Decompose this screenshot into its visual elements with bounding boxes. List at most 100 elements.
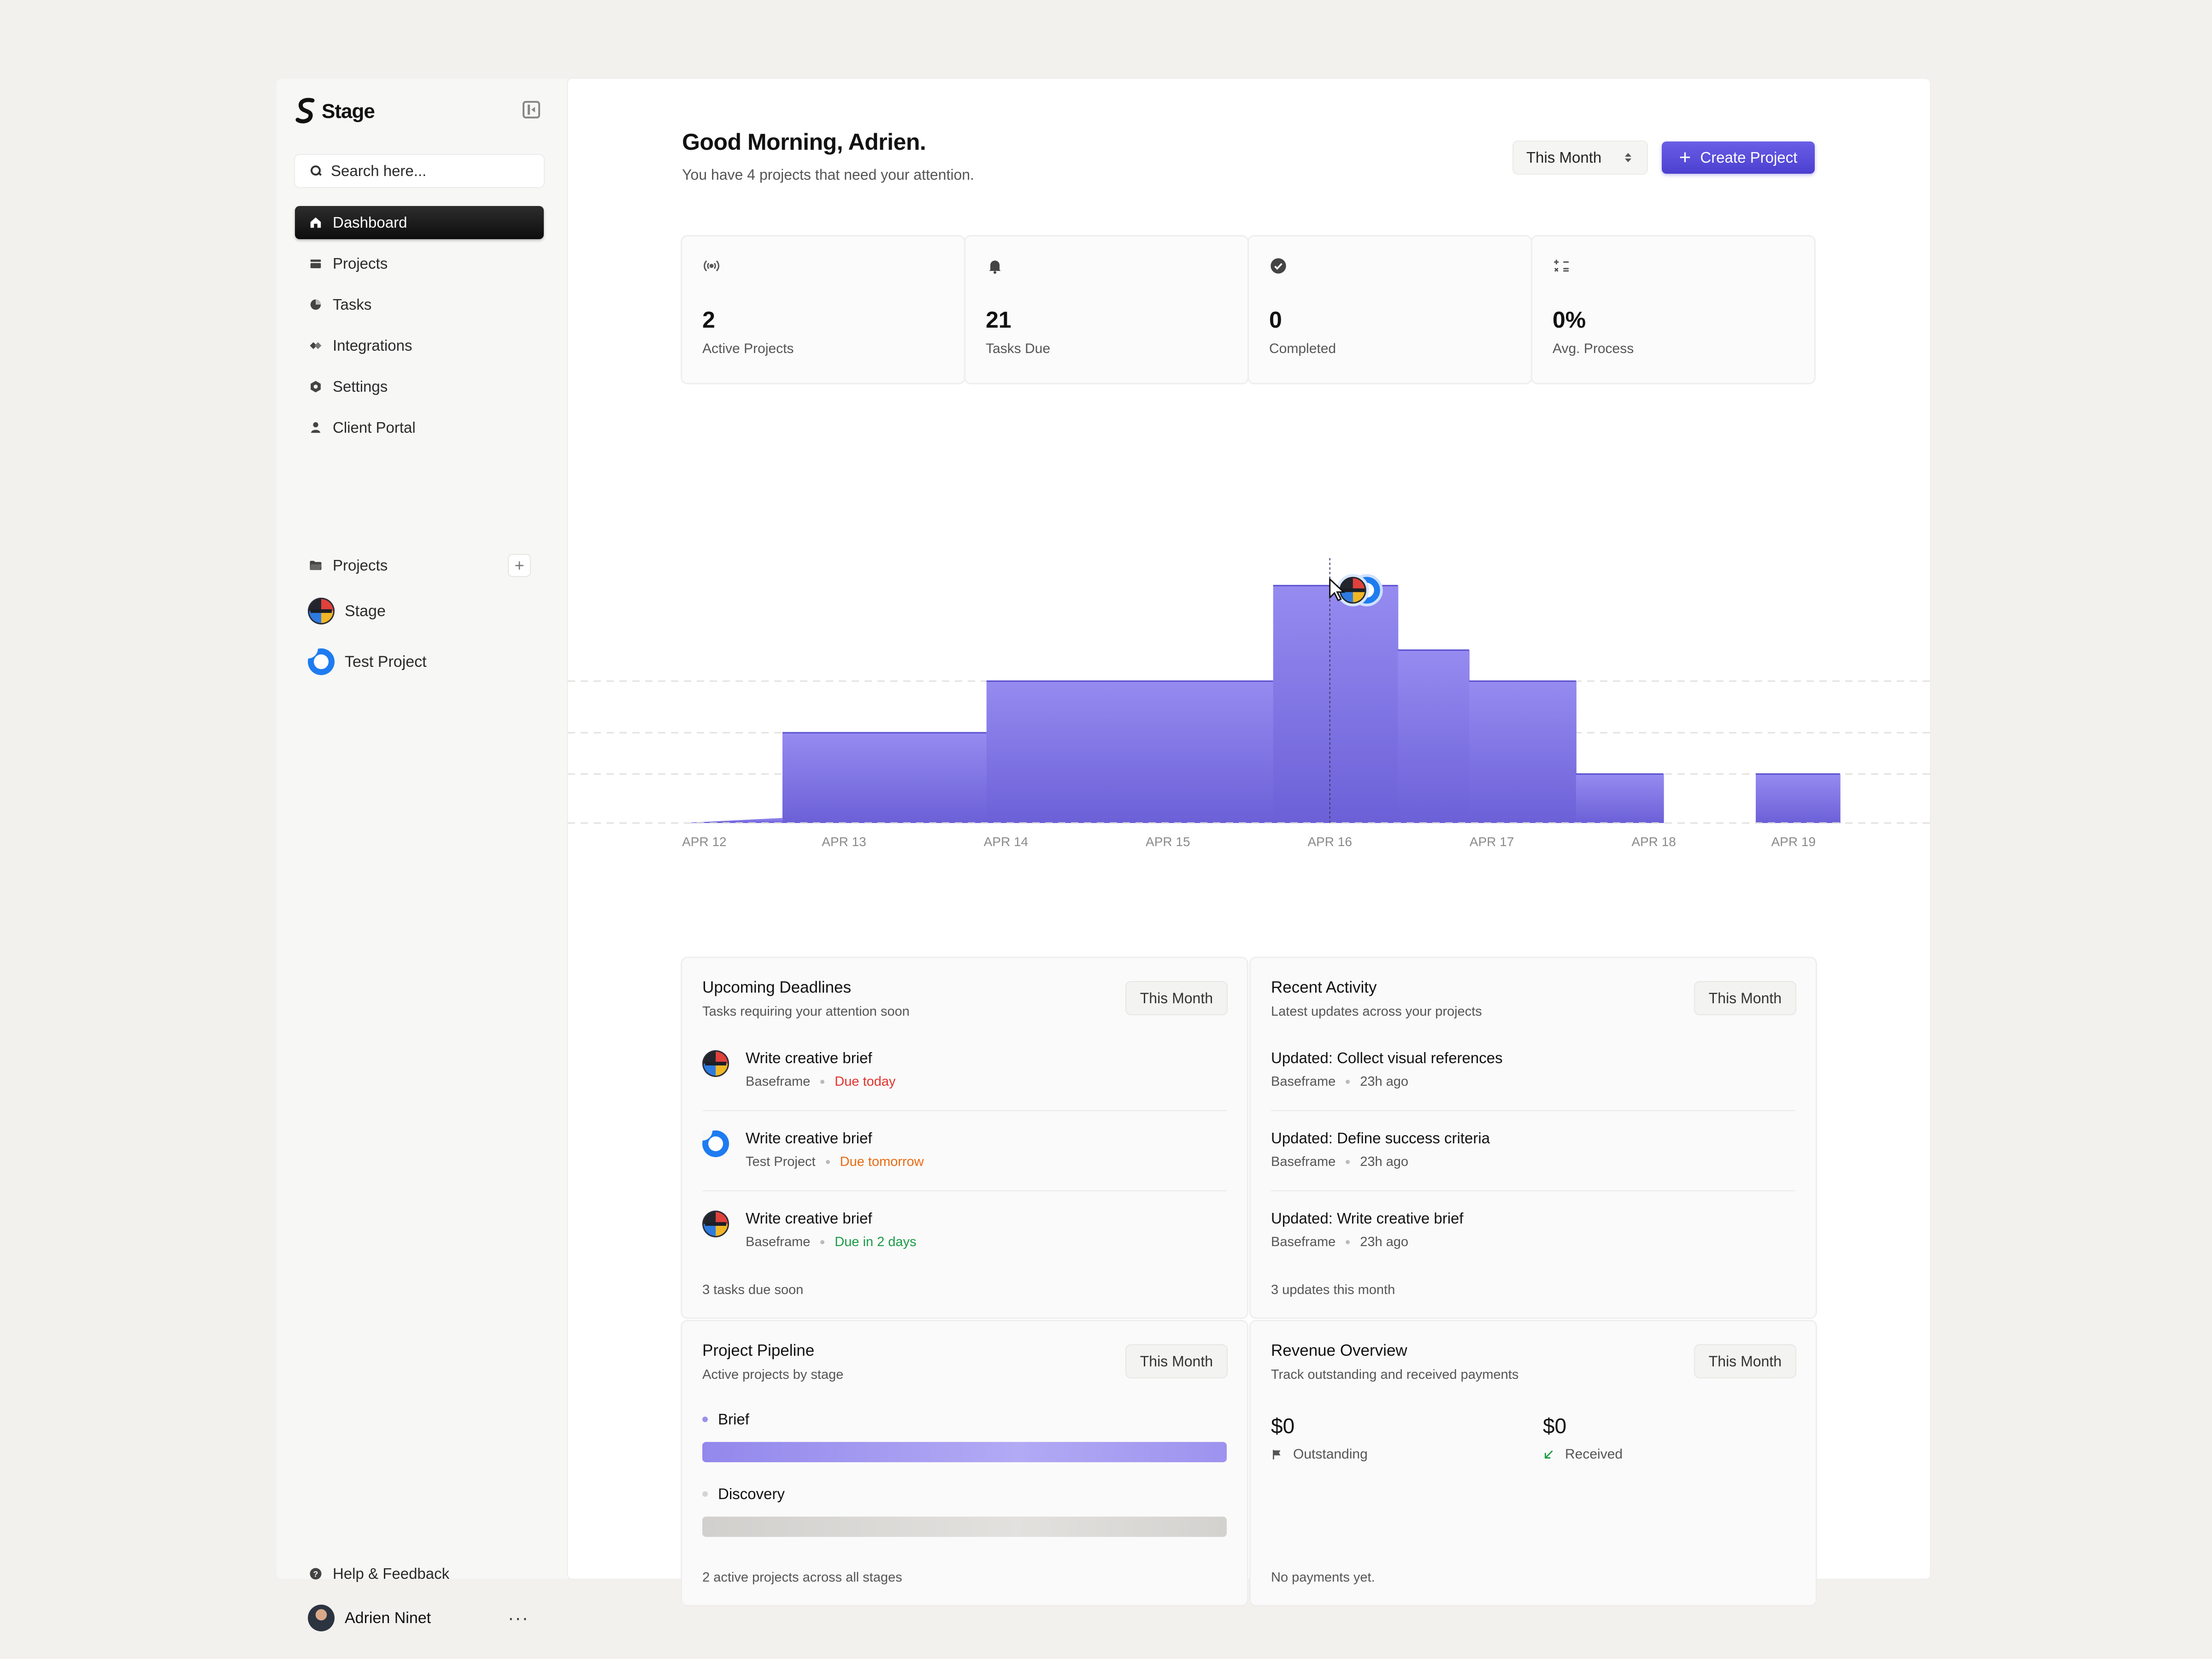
page-title: Good Morning, Adrien. [682,129,926,155]
nav-item-settings[interactable]: Settings [295,370,544,403]
stats-row: 2 Active Projects 21 Tasks Due 0 Complet… [682,236,1816,383]
activity-filter-button[interactable]: This Month [1694,982,1795,1014]
stat-label: Tasks Due [986,341,1051,356]
tasks-chart: APR 12 APR 13 APR 14 APR 15 APR 16 APR 17 APR … [568,540,1930,862]
deadlines-filter-button[interactable]: This Month [1126,982,1227,1014]
sidebar-project-test[interactable]: Test Project [295,641,544,682]
project-avatar [702,1130,729,1157]
card-subtitle: Latest updates across your projects [1271,1004,1482,1019]
stat-card-active-projects: 2 Active Projects [682,236,964,383]
nav-item-integrations[interactable]: Integrations [295,329,544,362]
deadline-row[interactable]: Write creative brief Test Project Due to… [702,1111,1227,1191]
home-icon [309,216,323,229]
stat-value: 0% [1553,307,1586,333]
gear-icon [309,380,323,394]
deadline-title: Write creative brief [746,1130,872,1147]
activity-title: Updated: Collect visual references [1271,1049,1503,1066]
integrations-icon [309,339,323,353]
project-avatar [702,1050,729,1077]
nav-label: Dashboard [333,214,407,231]
project-pipeline-card: Project Pipeline Active projects by stag… [682,1321,1247,1605]
period-select-value: This Month [1526,149,1602,166]
stat-card-tasks-due: 21 Tasks Due [965,236,1247,383]
projects-section-header: Projects + [295,549,544,582]
chart-area-segment [1469,681,1577,823]
arrow-down-left-icon [1545,1450,1553,1459]
outstanding-label-row: Outstanding [1271,1447,1368,1462]
more-options-icon[interactable]: ··· [508,1607,529,1628]
brand-name: Stage [322,100,375,123]
stat-label: Avg. Process [1553,341,1634,356]
broadcast-icon [702,257,721,275]
activity-row[interactable]: Updated: Write creative brief Baseframe … [1271,1191,1795,1271]
chart-area-segment [1576,774,1664,823]
brand-logo[interactable]: Stage [295,95,375,128]
nav-label: Projects [333,255,388,272]
card-footer: 2 active projects across all stages [702,1570,902,1585]
chart-area-segment [782,733,987,823]
activity-meta: Baseframe 23h ago [1271,1154,1408,1170]
activity-time: 23h ago [1360,1154,1409,1169]
activity-time: 23h ago [1360,1074,1409,1089]
activity-row[interactable]: Updated: Define success criteria Basefra… [1271,1111,1795,1191]
user-name: Adrien Ninet [345,1609,431,1627]
activity-time: 23h ago [1360,1235,1409,1249]
nav-item-client-portal[interactable]: Client Portal [295,411,544,444]
pipeline-bar-discovery [702,1517,1227,1537]
deadline-project: Baseframe [746,1235,811,1249]
activity-title: Updated: Define success criteria [1271,1130,1490,1147]
collapse-sidebar-icon[interactable] [523,101,540,118]
received-label: Received [1565,1447,1623,1462]
activity-project: Baseframe [1271,1235,1336,1249]
revenue-overview-card: Revenue Overview Track outstanding and r… [1251,1321,1816,1605]
separator-dot [1346,1160,1350,1164]
stage-dot [702,1417,708,1422]
project-avatar [702,1211,729,1237]
stat-value: 0 [1269,307,1282,333]
project-label: Stage [345,602,386,620]
deadline-row[interactable]: Write creative brief Baseframe Due today [702,1031,1227,1111]
separator-dot [820,1240,825,1244]
stat-value: 21 [986,307,1012,333]
folder-icon [309,559,323,572]
chart-area-segment [1273,585,1399,823]
card-subtitle: Track outstanding and received payments [1271,1367,1519,1382]
nav-label: Integrations [333,337,412,354]
separator-dot [1346,1080,1350,1084]
separator-dot [1346,1240,1350,1244]
activity-row[interactable]: Updated: Collect visual references Basef… [1271,1031,1795,1111]
stage-label: Brief [718,1411,749,1428]
deadline-meta: Test Project Due tomorrow [746,1154,924,1170]
activity-project: Baseframe [1271,1074,1336,1089]
card-footer: 3 updates this month [1271,1282,1395,1297]
test-project-avatar [308,648,335,675]
pipeline-filter-button[interactable]: This Month [1126,1345,1227,1377]
card-subtitle: Active projects by stage [702,1367,844,1382]
add-project-button[interactable]: + [509,555,530,576]
revenue-filter-button[interactable]: This Month [1694,1345,1795,1377]
create-project-button[interactable]: + Create Project [1662,141,1815,174]
chart-area-segment [986,681,1274,823]
help-feedback-link[interactable]: ? Help & Feedback [295,1557,544,1590]
tasks-area-chart: APR 12 APR 13 APR 14 APR 15 APR 16 APR 17 APR … [568,558,1930,849]
period-select[interactable]: This Month [1513,141,1647,174]
chart-x-tick-label: APR 17 [1470,835,1514,849]
nav-item-projects[interactable]: Projects [295,247,544,280]
nav-item-tasks[interactable]: Tasks [295,288,544,321]
search-input[interactable]: Search here... [295,155,544,187]
nav-item-dashboard[interactable]: Dashboard [295,206,544,239]
sidebar-project-stage[interactable]: Stage [295,590,544,632]
chevron-updown-icon [1625,153,1631,162]
deadline-project: Test Project [746,1154,816,1169]
recent-activity-card: Recent Activity Latest updates across yo… [1251,958,1816,1318]
separator-dot [820,1080,825,1084]
activity-title: Updated: Write creative brief [1271,1210,1464,1227]
user-profile[interactable]: Adrien Ninet ··· [295,1600,544,1636]
deadline-row[interactable]: Write creative brief Baseframe Due in 2 … [702,1191,1227,1271]
activity-meta: Baseframe 23h ago [1271,1074,1408,1089]
card-title: Upcoming Deadlines [702,978,851,996]
bell-icon [986,257,1004,275]
pipeline-bar-brief [702,1442,1227,1462]
stage-project-avatar [308,598,335,624]
stat-value: 2 [702,307,715,333]
